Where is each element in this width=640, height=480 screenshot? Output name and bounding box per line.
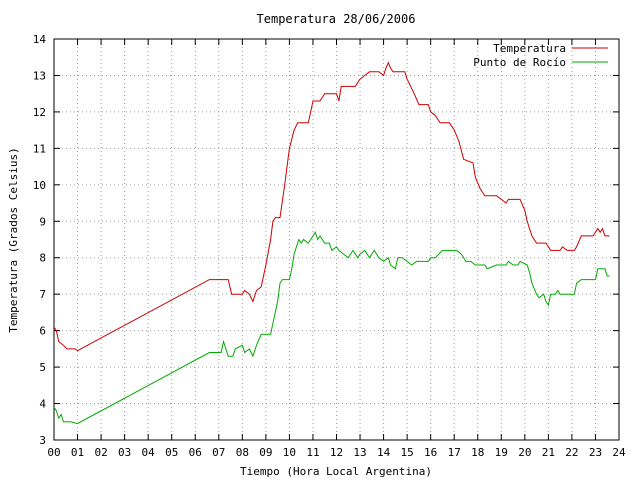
y-tick-label: 6	[39, 325, 46, 338]
x-tick-label: 16	[424, 446, 437, 459]
dew-point-series-line	[53, 231, 610, 425]
x-tick-label: 19	[495, 446, 508, 459]
y-tick-label: 3	[39, 434, 46, 447]
x-tick-label: 06	[189, 446, 202, 459]
x-tick-label: 08	[236, 446, 249, 459]
y-tick-label: 9	[39, 215, 46, 228]
y-tick-label: 5	[39, 361, 46, 374]
y-tick-label: 8	[39, 252, 46, 265]
temperature-series-line	[53, 61, 610, 352]
axis-ticks: 00 01 02 03 04 05 06 07 08 09 10 11 12 13 14 15 16 17 18 19…	[33, 33, 626, 459]
x-tick-label: 12	[330, 446, 343, 459]
x-tick-label: 04	[142, 446, 156, 459]
y-axis-label: Temperatura (Grados Celsius)	[7, 147, 20, 332]
x-tick-label: 22	[565, 446, 578, 459]
x-tick-label: 24	[612, 446, 626, 459]
chart-title: Temperatura 28/06/2006	[257, 12, 416, 26]
x-tick-label: 14	[377, 446, 391, 459]
y-tick-label: 4	[39, 398, 46, 411]
x-tick-label: 00	[47, 446, 60, 459]
y-tick-label: 13	[33, 69, 46, 82]
legend-label: Punto de Rocío	[473, 56, 566, 69]
x-axis-label: Tiempo (Hora Local Argentina)	[240, 465, 432, 478]
legend-label: Temperatura	[493, 42, 566, 55]
x-tick-label: 05	[165, 446, 178, 459]
y-tick-label: 14	[33, 33, 47, 46]
y-tick-label: 12	[33, 106, 46, 119]
x-tick-label: 10	[283, 446, 296, 459]
x-tick-label: 11	[306, 446, 319, 459]
x-tick-label: 21	[542, 446, 555, 459]
x-tick-label: 07	[212, 446, 225, 459]
x-tick-label: 15	[401, 446, 414, 459]
x-tick-label: 23	[589, 446, 602, 459]
y-tick-label: 11	[33, 142, 46, 155]
x-tick-label: 13	[353, 446, 366, 459]
y-tick-label: 10	[33, 179, 46, 192]
x-tick-label: 17	[448, 446, 461, 459]
x-tick-label: 09	[259, 446, 272, 459]
data-series	[53, 61, 610, 425]
y-tick-label: 7	[39, 288, 46, 301]
grid	[54, 39, 619, 440]
x-tick-label: 03	[118, 446, 131, 459]
x-tick-label: 02	[94, 446, 107, 459]
x-tick-label: 18	[471, 446, 484, 459]
x-tick-label: 01	[71, 446, 84, 459]
x-tick-label: 20	[518, 446, 531, 459]
